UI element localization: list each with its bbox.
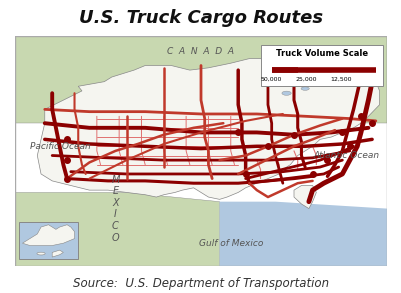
Text: 25,000: 25,000 bbox=[295, 77, 316, 82]
Text: Atlantic Ocean: Atlantic Ocean bbox=[313, 151, 379, 160]
Ellipse shape bbox=[300, 87, 308, 90]
Ellipse shape bbox=[281, 91, 290, 95]
Text: Truck Volume Scale: Truck Volume Scale bbox=[275, 49, 367, 58]
Ellipse shape bbox=[309, 80, 315, 83]
Polygon shape bbox=[15, 35, 386, 123]
Text: 12,500: 12,500 bbox=[329, 77, 351, 82]
Polygon shape bbox=[219, 202, 386, 266]
Polygon shape bbox=[22, 225, 74, 246]
Ellipse shape bbox=[291, 81, 296, 83]
Ellipse shape bbox=[317, 76, 321, 78]
Text: Pacific Ocean: Pacific Ocean bbox=[30, 142, 90, 151]
FancyBboxPatch shape bbox=[19, 222, 78, 259]
Text: Source:  U.S. Department of Transportation: Source: U.S. Department of Transportatio… bbox=[73, 277, 328, 290]
Polygon shape bbox=[37, 54, 379, 199]
Polygon shape bbox=[52, 250, 63, 257]
FancyBboxPatch shape bbox=[260, 45, 382, 86]
Text: M
E
X
I
C
O: M E X I C O bbox=[111, 175, 119, 243]
Polygon shape bbox=[15, 193, 219, 266]
Ellipse shape bbox=[37, 252, 45, 255]
Text: Gulf of Mexico: Gulf of Mexico bbox=[198, 239, 262, 248]
Text: U.S. Truck Cargo Routes: U.S. Truck Cargo Routes bbox=[79, 9, 322, 27]
Text: C  A  N  A  D  A: C A N A D A bbox=[167, 47, 234, 56]
Text: 50,000: 50,000 bbox=[260, 77, 282, 82]
Polygon shape bbox=[293, 185, 316, 209]
